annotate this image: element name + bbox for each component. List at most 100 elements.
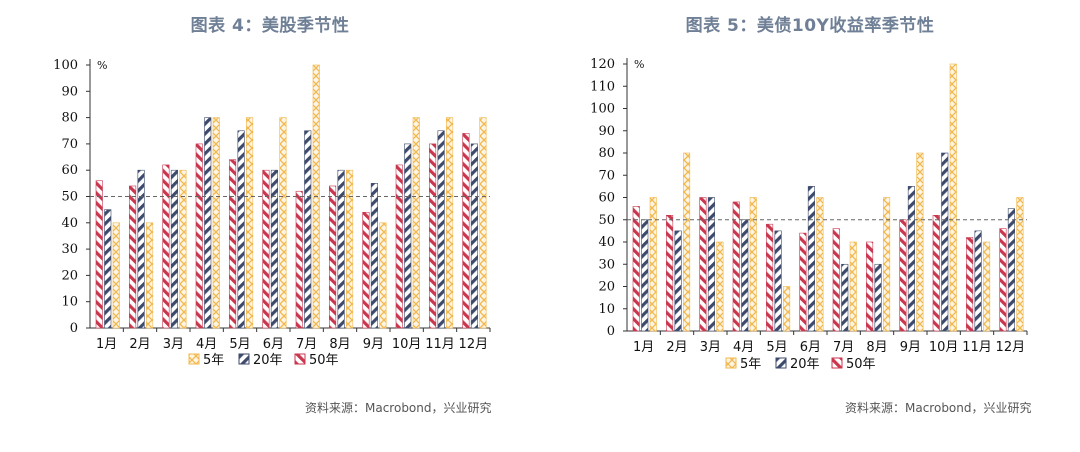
- bar-5年-12月: [1016, 197, 1024, 332]
- bar-20年-9月: [370, 183, 378, 329]
- x-tick-label: 1月: [633, 340, 654, 355]
- y-tick-label: 50: [61, 190, 78, 205]
- legend-swatch-20年: [775, 357, 787, 369]
- bar-5年-12月: [479, 117, 487, 329]
- bar-20年-1月: [641, 219, 649, 332]
- bar-50年-5月: [766, 223, 774, 332]
- y-unit-label: %: [634, 58, 644, 71]
- bar-50年-6月: [262, 169, 270, 329]
- y-tick-label: 90: [598, 124, 615, 139]
- y-tick-label: 70: [598, 168, 615, 183]
- legend-label-20年: 20年: [253, 353, 283, 368]
- bar-20年-5月: [237, 130, 245, 329]
- y-tick-label: 110: [590, 79, 615, 94]
- legend-label-50年: 50年: [309, 353, 339, 368]
- x-tick-label: 10月: [929, 340, 959, 355]
- y-tick-label: 10: [598, 302, 615, 317]
- bar-5年-11月: [446, 117, 454, 329]
- bar-50年-9月: [362, 211, 370, 329]
- bar-5年-5月: [246, 117, 254, 329]
- bar-20年-6月: [807, 186, 815, 332]
- x-tick-label: 2月: [666, 340, 687, 355]
- y-tick-label: 20: [598, 280, 615, 295]
- bar-50年-8月: [866, 241, 874, 332]
- chart-panel-seasonality-equities: 图表 4：美股季节性 0 10 20 30 40 50 60 70 80 90 100% 1月 2月 3月…: [53, 16, 492, 415]
- bar-5年-7月: [849, 241, 857, 332]
- x-tick-label: 12月: [459, 337, 489, 352]
- bar-20年-7月: [841, 263, 849, 332]
- y-unit-label: %: [97, 59, 107, 72]
- legend-swatch-50年: [831, 357, 843, 369]
- legend-label-20年: 20年: [790, 357, 820, 372]
- bar-20年-3月: [170, 169, 178, 329]
- bar-50年-3月: [162, 164, 170, 329]
- x-tick-label: 8月: [329, 337, 350, 352]
- bar-20年-4月: [204, 117, 212, 329]
- legend-swatch-5年: [188, 353, 200, 365]
- legend-swatch-50年: [294, 353, 306, 365]
- x-tick-label: 5月: [229, 337, 250, 352]
- x-tick-label: 4月: [196, 337, 217, 352]
- bar-50年-10月: [395, 164, 403, 329]
- y-tick-label: 120: [590, 57, 615, 72]
- bar-50年-10月: [932, 215, 940, 332]
- x-tick-label: 4月: [733, 340, 754, 355]
- bar-20年-1月: [104, 209, 112, 329]
- bar-50年-1月: [632, 206, 640, 332]
- bar-20年-11月: [974, 230, 982, 332]
- legend-swatch-20年: [238, 353, 250, 365]
- bar-5年-8月: [883, 197, 891, 332]
- y-tick-label: 90: [61, 84, 78, 99]
- bar-50年-6月: [799, 232, 807, 332]
- legend-swatch-5年: [725, 357, 737, 369]
- y-tick-label: 50: [598, 213, 615, 228]
- bar-5年-2月: [683, 152, 691, 332]
- legend-label-5年: 5年: [740, 357, 761, 372]
- x-tick-label: 8月: [866, 340, 887, 355]
- x-tick-label: 2月: [129, 337, 150, 352]
- bar-5年-10月: [412, 117, 420, 329]
- bar-5年-1月: [649, 197, 657, 332]
- bar-50年-4月: [195, 143, 203, 329]
- x-tick-label: 6月: [800, 340, 821, 355]
- bar-50年-7月: [832, 228, 840, 332]
- legend-label-5年: 5年: [203, 353, 224, 368]
- bar-5年-3月: [179, 169, 187, 329]
- x-tick-label: 3月: [163, 337, 184, 352]
- bar-20年-11月: [437, 130, 445, 329]
- bar-5年-9月: [916, 152, 924, 332]
- bar-20年-5月: [774, 230, 782, 332]
- bar-5年-6月: [279, 117, 287, 329]
- x-tick-label: 9月: [363, 337, 384, 352]
- bar-5年-11月: [983, 241, 991, 332]
- bar-50年-3月: [699, 197, 707, 332]
- chart-title: 图表 4：美股季节性: [190, 16, 350, 36]
- source-note: 资料来源：Macrobond，兴业研究: [305, 401, 492, 415]
- bar-chart: 0 10 20 30 40 50 60 70 80 90 100 % 1月 2月 3月 4月 5月 6月 7月 8月 9…: [53, 58, 491, 368]
- x-tick-label: 7月: [296, 337, 317, 352]
- bar-5年-4月: [749, 197, 757, 332]
- bar-50年-11月: [966, 237, 974, 332]
- bar-50年-8月: [329, 185, 337, 329]
- bar-5年-2月: [146, 222, 154, 329]
- x-tick-label: 3月: [700, 340, 721, 355]
- bar-50年-7月: [295, 190, 303, 329]
- bar-chart: 0 10 20 30 40 50 60 70 80 90 100 110 120 % 1月 2月 3月 4月 5月 6…: [590, 57, 1028, 372]
- y-tick-label: 20: [61, 268, 78, 283]
- y-tick-label: 30: [61, 242, 78, 257]
- bar-20年-3月: [707, 197, 715, 332]
- y-tick-label: 80: [598, 146, 615, 161]
- x-tick-label: 12月: [996, 340, 1026, 355]
- bar-5年-9月: [379, 222, 387, 329]
- y-tick-label: 70: [61, 137, 78, 152]
- y-tick-label: 40: [598, 235, 615, 250]
- bar-5年-5月: [783, 286, 791, 332]
- x-tick-label: 10月: [392, 337, 422, 352]
- chart-title: 图表 5：美债10Y收益率季节性: [685, 16, 935, 36]
- bar-5年-3月: [716, 241, 724, 332]
- chart-panel-seasonality-treasury: 图表 5：美债10Y收益率季节性 0 10 20 30 40 50 60 70 80 90 100 1…: [540, 0, 1080, 452]
- bar-20年-9月: [907, 186, 915, 332]
- x-tick-label: 11月: [425, 337, 455, 352]
- legend-label-50年: 50年: [846, 357, 876, 372]
- x-tick-label: 11月: [962, 340, 992, 355]
